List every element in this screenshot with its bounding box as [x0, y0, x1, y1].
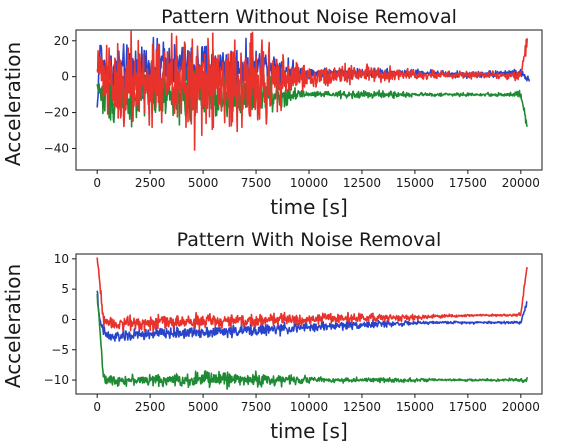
- y-tick-label: −40: [44, 141, 69, 155]
- y-tick-label: 5: [61, 282, 69, 296]
- series-line-2: [96, 293, 528, 390]
- x-tick-label: 12500: [343, 176, 381, 190]
- chart-title: Pattern With Noise Removal: [177, 229, 442, 251]
- x-tick-label: 17500: [449, 176, 487, 190]
- x-axis-label: time [s]: [270, 195, 348, 219]
- plot-area: 0 2500 5000 7500 10000 12500 15000 17500 20000 10…: [44, 252, 543, 414]
- x-tick-label: 0: [93, 176, 101, 190]
- x-tick-label: 5000: [188, 400, 219, 414]
- y-tick-label: 0: [61, 312, 69, 326]
- x-tick-label: 10000: [290, 176, 328, 190]
- y-tick-label: −20: [44, 106, 69, 120]
- x-tick-label: 10000: [290, 400, 328, 414]
- x-tick-label: 7500: [241, 176, 272, 190]
- chart-with-noise-removal: Pattern With Noise Removal time [s] Acce…: [1, 229, 543, 442]
- plot-area: 0 2500 5000 7500 10000 12500 15000 17500 20000 20…: [44, 29, 543, 190]
- x-tick-label: 15000: [396, 176, 434, 190]
- chart-title: Pattern Without Noise Removal: [161, 6, 457, 28]
- series-line-3: [96, 257, 528, 333]
- x-tick-label: 7500: [241, 400, 272, 414]
- y-tick-label: −10: [44, 373, 69, 387]
- y-tick-label: −5: [51, 343, 69, 357]
- y-axis-label: Acceleration: [1, 264, 25, 388]
- x-tick-label: 5000: [188, 176, 219, 190]
- x-tick-label: 0: [93, 400, 101, 414]
- series-line-3: [96, 30, 528, 151]
- x-tick-label: 17500: [449, 400, 487, 414]
- series-line-1: [96, 36, 531, 108]
- y-axis-label: Acceleration: [1, 42, 25, 166]
- x-tick-label: 2500: [135, 400, 166, 414]
- x-axis-label: time [s]: [270, 419, 348, 442]
- series-line-1: [96, 290, 528, 342]
- y-tick-label: 20: [54, 34, 69, 48]
- x-tick-label: 15000: [396, 400, 434, 414]
- y-tick-label: 10: [54, 252, 69, 266]
- chart-without-noise-removal: Pattern Without Noise Removal time [s] A…: [1, 6, 543, 219]
- x-tick-label: 2500: [135, 176, 166, 190]
- x-tick-label: 20000: [502, 400, 540, 414]
- x-tick-label: 12500: [343, 400, 381, 414]
- x-tick-label: 20000: [502, 176, 540, 190]
- y-tick-label: 0: [61, 70, 69, 84]
